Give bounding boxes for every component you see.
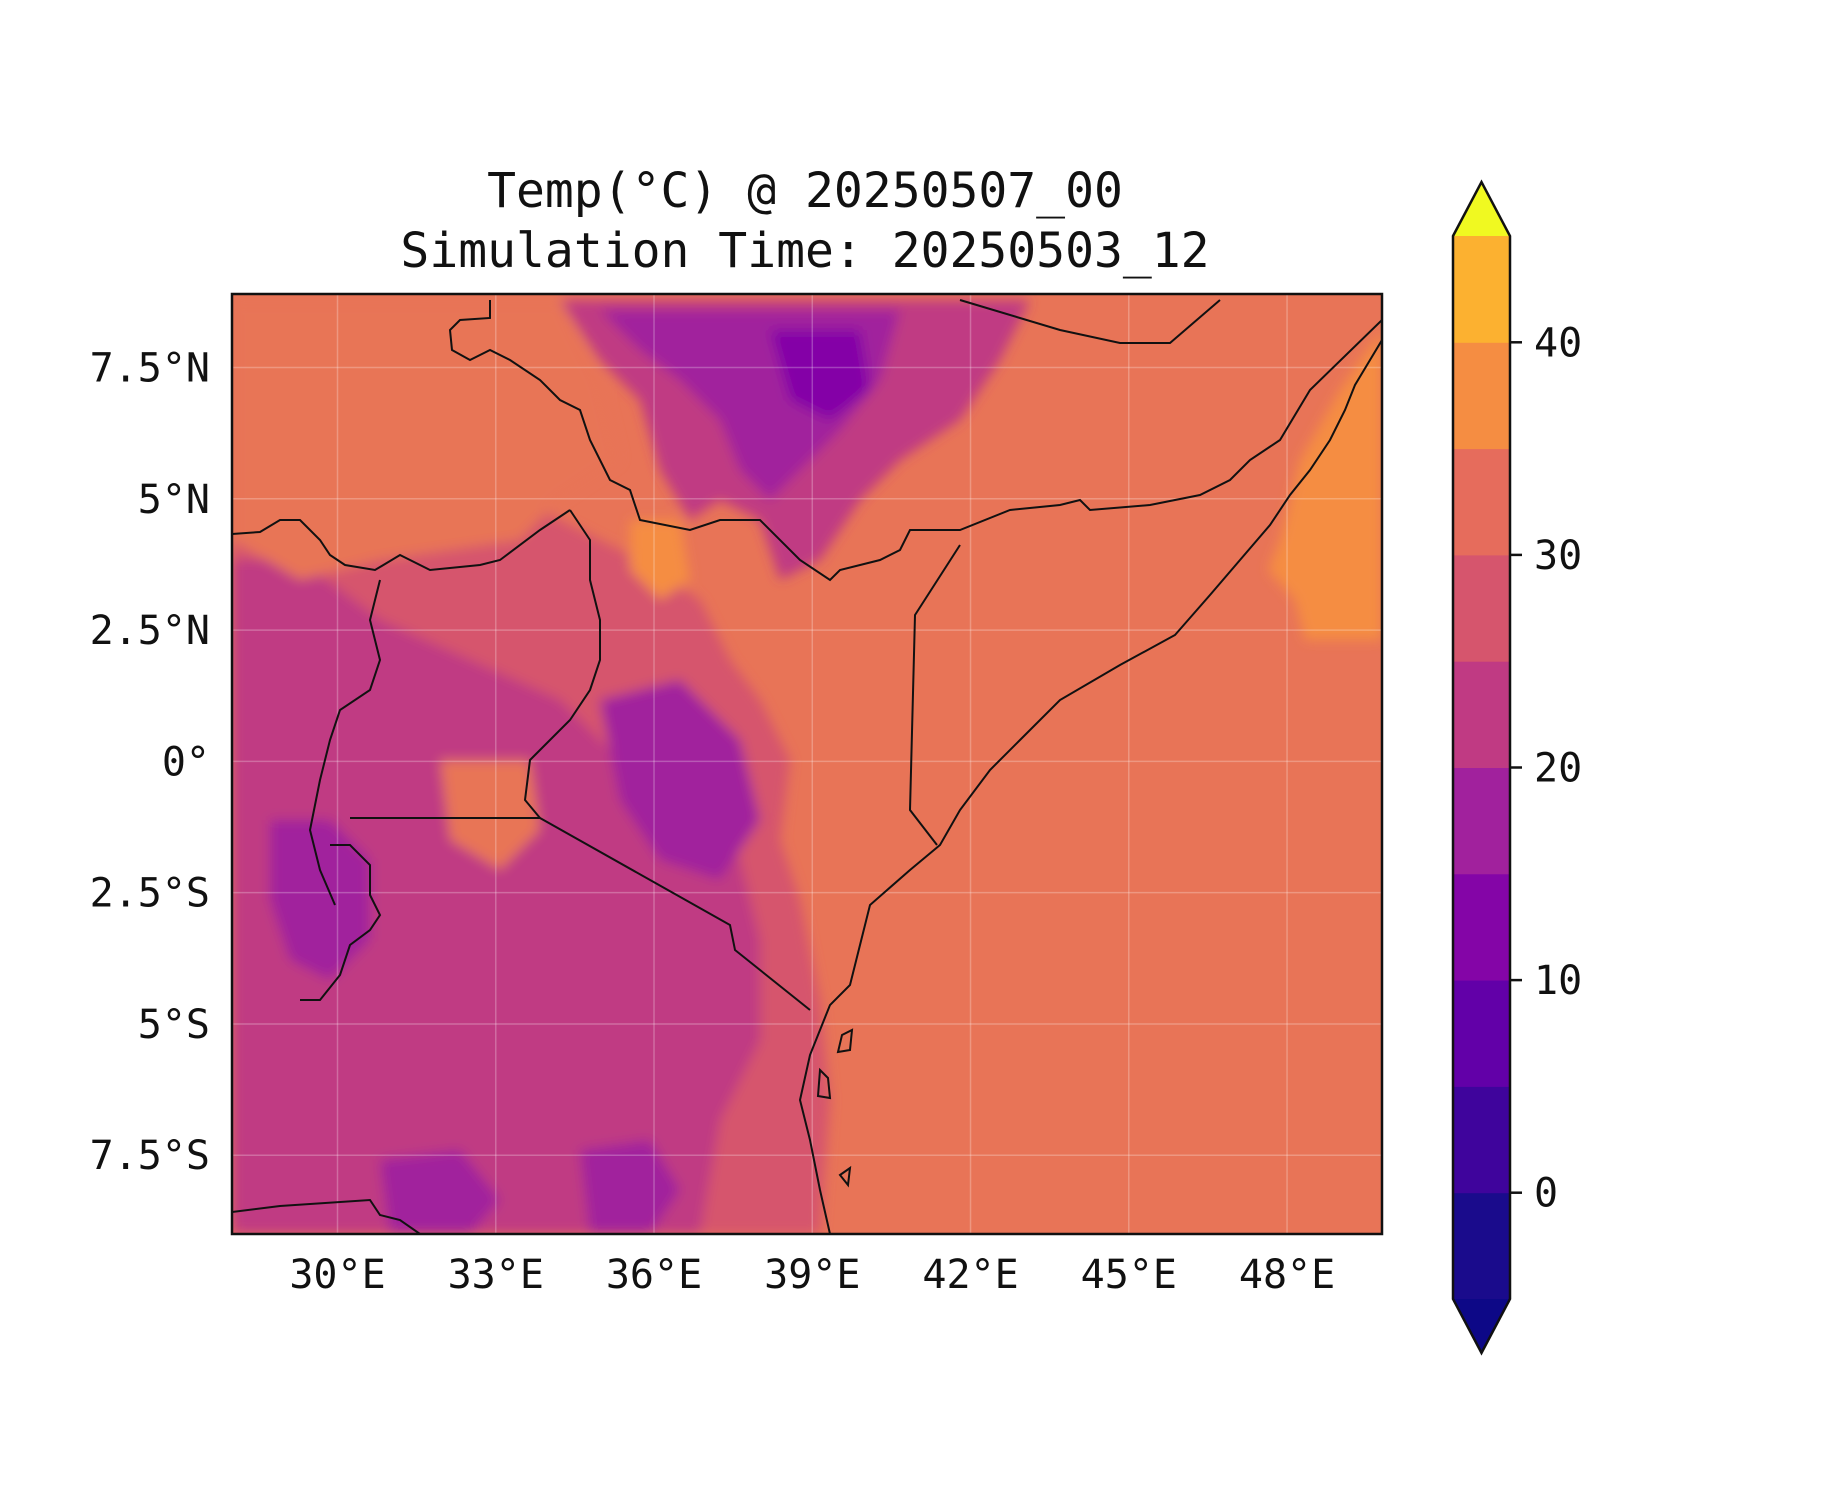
colorbar-extend-under (1453, 1299, 1510, 1353)
x-tick-label: 48°E (1239, 1252, 1335, 1298)
y-tick-label: 2.5°N (90, 608, 210, 654)
colorbar-segment (1453, 661, 1510, 768)
lake-victoria-warm (440, 760, 540, 870)
x-axis: 30°E 33°E 36°E 39°E 42°E 45°E 48°E (289, 1252, 1335, 1298)
colorbar-tick-label: 40 (1534, 320, 1582, 366)
y-tick-label: 5°S (138, 1002, 210, 1048)
coastline (798, 339, 1382, 1234)
chart-title-line2: Simulation Time: 20250503_12 (400, 223, 1210, 279)
colorbar-segment (1453, 236, 1510, 343)
chart-title-line1: Temp(°C) @ 20250507_00 (487, 163, 1123, 219)
x-tick-label: 42°E (922, 1252, 1018, 1298)
gridlines (232, 294, 1382, 1234)
border-kenya-tanzania (350, 817, 811, 1011)
x-tick-label: 33°E (448, 1252, 544, 1298)
colorbar-segment (1453, 342, 1510, 450)
colorbar-extend-over (1453, 182, 1510, 236)
island-zanzibar (816, 1067, 832, 1100)
colorbar-tick-label: 10 (1534, 958, 1582, 1004)
border-south-sudan-uganda (232, 509, 571, 572)
colorbar: 0 10 20 30 40 (1451, 179, 1582, 1356)
y-tick-label: 0° (162, 739, 210, 785)
x-tick-label: 45°E (1081, 1252, 1177, 1298)
border-ethiopia-somalia-north (959, 299, 1221, 344)
colorbar-tick-label: 30 (1534, 533, 1582, 579)
colorbar-segment (1453, 873, 1510, 981)
border-drc-uganda (308, 579, 382, 906)
x-tick-label: 30°E (289, 1252, 385, 1298)
colorbar-outline (1451, 179, 1512, 1356)
colorbar-segment (1453, 1192, 1510, 1300)
colorbar-segment (1453, 448, 1510, 556)
map-panel (232, 294, 1382, 1234)
colorbar-segment (1453, 980, 1510, 1087)
warm-zone-northwest (232, 300, 620, 580)
y-tick-label: 7.5°N (90, 346, 210, 392)
country-borders (232, 299, 1382, 1234)
y-tick-label: 2.5°S (90, 871, 210, 917)
lake-turkana-warm (630, 520, 690, 600)
colorbar-segment (1453, 554, 1510, 662)
island-pemba (836, 1028, 854, 1054)
colder-zone-south-east (580, 1140, 680, 1234)
y-axis: 7.5°N 5°N 2.5°N 0° 2.5°S 5°S 7.5°S (90, 346, 210, 1180)
x-tick-label: 36°E (606, 1252, 702, 1298)
y-tick-label: 5°N (138, 477, 210, 523)
border-sudan-ethiopia-kenya (448, 300, 1382, 582)
colorbar-segment (1453, 1086, 1510, 1194)
cool-zone-lake-region (232, 560, 760, 1234)
border-south (232, 1198, 421, 1234)
border-uganda-kenya (523, 509, 601, 819)
border-kenya-somalia (908, 544, 961, 846)
border-burundi (300, 844, 382, 1001)
island-mafia (838, 1165, 852, 1188)
x-tick-label: 39°E (764, 1252, 860, 1298)
colorbar-tick-label: 0 (1534, 1171, 1558, 1217)
colorbar-segment (1453, 767, 1510, 875)
y-tick-label: 7.5°S (90, 1133, 210, 1179)
temperature-field (232, 300, 1382, 1234)
coldest-zone-ethiopia (770, 330, 870, 420)
coastline-east-africa (798, 339, 1382, 1234)
colorbar-tick-label: 20 (1534, 746, 1582, 792)
colder-zone-rwanda (270, 820, 370, 980)
warm-region-somalia (1268, 330, 1382, 640)
colder-zone-kenya (600, 680, 760, 880)
colder-zone-south (380, 1150, 500, 1234)
map-frame (230, 292, 1384, 1236)
